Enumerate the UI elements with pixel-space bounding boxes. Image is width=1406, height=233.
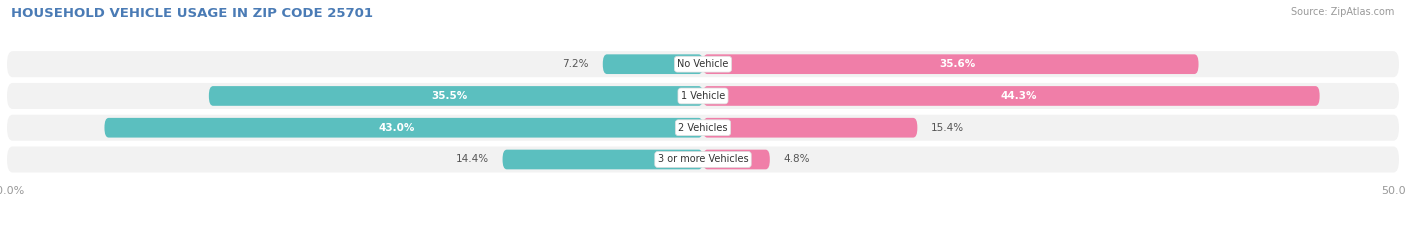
Text: 2 Vehicles: 2 Vehicles xyxy=(678,123,728,133)
FancyBboxPatch shape xyxy=(703,150,770,169)
FancyBboxPatch shape xyxy=(7,147,1399,172)
Text: 35.5%: 35.5% xyxy=(430,91,467,101)
Text: 1 Vehicle: 1 Vehicle xyxy=(681,91,725,101)
Text: 43.0%: 43.0% xyxy=(378,123,415,133)
FancyBboxPatch shape xyxy=(603,54,703,74)
FancyBboxPatch shape xyxy=(703,86,1320,106)
Text: 15.4%: 15.4% xyxy=(931,123,965,133)
Text: 7.2%: 7.2% xyxy=(562,59,589,69)
Text: HOUSEHOLD VEHICLE USAGE IN ZIP CODE 25701: HOUSEHOLD VEHICLE USAGE IN ZIP CODE 2570… xyxy=(11,7,373,20)
FancyBboxPatch shape xyxy=(703,118,917,137)
FancyBboxPatch shape xyxy=(104,118,703,137)
Text: 35.6%: 35.6% xyxy=(939,59,976,69)
FancyBboxPatch shape xyxy=(7,51,1399,77)
FancyBboxPatch shape xyxy=(7,83,1399,109)
Text: 14.4%: 14.4% xyxy=(456,154,489,164)
Text: 44.3%: 44.3% xyxy=(1000,91,1036,101)
FancyBboxPatch shape xyxy=(703,54,1198,74)
Text: No Vehicle: No Vehicle xyxy=(678,59,728,69)
Text: 3 or more Vehicles: 3 or more Vehicles xyxy=(658,154,748,164)
Text: Source: ZipAtlas.com: Source: ZipAtlas.com xyxy=(1291,7,1395,17)
FancyBboxPatch shape xyxy=(7,115,1399,141)
Text: 4.8%: 4.8% xyxy=(783,154,810,164)
FancyBboxPatch shape xyxy=(209,86,703,106)
FancyBboxPatch shape xyxy=(502,150,703,169)
